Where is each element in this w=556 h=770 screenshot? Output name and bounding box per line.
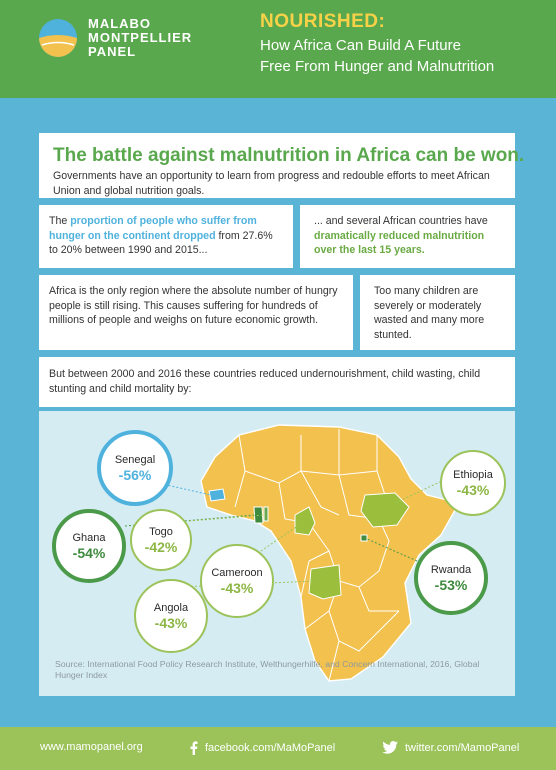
footer-bar: www.mamopanel.org facebook.com/MaMoPanel… xyxy=(0,727,556,770)
lead-text-card: But between 2000 and 2016 these countrie… xyxy=(39,357,515,407)
ghana-label: Ghana xyxy=(72,531,106,544)
fact1-pre: The xyxy=(49,215,71,227)
twitter-icon xyxy=(382,741,398,754)
fact-card-malnutrition-reduced: ... and several African countries have d… xyxy=(300,205,515,268)
fact2-pre: ... and several African countries have xyxy=(314,215,488,227)
brand-name: MALABO MONTPELLIER PANEL xyxy=(88,17,192,59)
senegal-shape xyxy=(208,488,226,502)
cameroon-shape xyxy=(294,506,316,536)
fact-card-hunger-rising: Africa is the only region where the abso… xyxy=(39,275,353,350)
footer-website-link[interactable]: www.mamopanel.org xyxy=(40,741,143,753)
header-banner: MALABO MONTPELLIER PANEL NOURISHED: How … xyxy=(0,0,556,98)
fact-card-hunger-drop: The proportion of people who suffer from… xyxy=(39,205,293,268)
rwanda-shape xyxy=(360,534,368,542)
ethiopia-label: Ethiopia xyxy=(453,468,493,481)
fact1-post: from 27.6% to 20% between 1990 and 2015.… xyxy=(49,229,273,257)
togo-shape xyxy=(263,506,269,522)
ethiopia-value: -43% xyxy=(456,481,490,498)
report-subtitle-line-1: How Africa Can Build A Future xyxy=(260,37,461,54)
footer-facebook-link[interactable]: facebook.com/MaMoPanel xyxy=(190,741,335,755)
facebook-icon xyxy=(190,741,198,755)
lead-text: But between 2000 and 2016 these countrie… xyxy=(49,368,481,395)
source-note: Source: International Food Policy Resear… xyxy=(55,659,480,680)
callout-rwanda: Rwanda -53% xyxy=(414,541,488,615)
intro-headline: The battle against malnutrition in Afric… xyxy=(53,145,525,166)
report-subtitle-line-2: Free From Hunger and Malnutrition xyxy=(260,58,495,75)
intro-card: The battle against malnutrition in Afric… xyxy=(39,133,525,198)
footer-twitter-link[interactable]: twitter.com/MamoPanel xyxy=(382,741,519,754)
facebook-link-label: facebook.com/MaMoPanel xyxy=(205,742,336,754)
senegal-value: -56% xyxy=(118,466,152,483)
rwanda-label: Rwanda xyxy=(430,563,472,576)
report-title: NOURISHED: xyxy=(260,11,386,32)
cameroon-label: Cameroon xyxy=(211,566,263,579)
malabo-montpellier-logo-icon xyxy=(39,19,77,57)
togo-label: Togo xyxy=(149,525,173,538)
ghana-value: -54% xyxy=(72,544,106,561)
ethiopia-shape xyxy=(360,492,410,528)
cameroon-value: -43% xyxy=(220,579,254,596)
africa-map-panel: Senegal -56% Ghana -54% Togo -42% Camero… xyxy=(39,411,515,696)
angola-label: Angola xyxy=(153,601,189,614)
report-title-block: NOURISHED: How Africa Can Build A Future… xyxy=(260,11,550,77)
callout-senegal: Senegal -56% xyxy=(97,430,173,506)
callout-angola: Angola -43% xyxy=(134,579,208,653)
callout-togo: Togo -42% xyxy=(130,509,192,571)
callout-ghana: Ghana -54% xyxy=(52,509,126,583)
rwanda-value: -53% xyxy=(434,576,468,593)
brand-line-2: MONTPELLIER xyxy=(88,30,193,45)
website-link-label: www.mamopanel.org xyxy=(40,741,143,753)
twitter-link-label: twitter.com/MamoPanel xyxy=(405,741,520,754)
callout-cameroon: Cameroon -43% xyxy=(200,544,274,618)
fact2-highlight: dramatically reduced malnutrition over t… xyxy=(314,229,485,257)
fact1-highlight: proportion of people who suffer from hun… xyxy=(49,215,257,242)
angola-shape xyxy=(308,564,342,600)
senegal-label: Senegal xyxy=(114,453,156,466)
callout-ethiopia: Ethiopia -43% xyxy=(440,450,506,516)
brand-line-1: MALABO xyxy=(88,16,152,31)
fact4-text: Too many children are severely or modera… xyxy=(374,285,485,341)
angola-value: -43% xyxy=(154,614,188,631)
fact3-text: Africa is the only region where the abso… xyxy=(49,285,338,326)
africa-map xyxy=(124,424,461,682)
intro-body: Governments have an opportunity to learn… xyxy=(53,170,490,197)
togo-value: -42% xyxy=(144,538,178,555)
brand-line-3: PANEL xyxy=(88,44,137,59)
fact-card-wasted-stunted: Too many children are severely or modera… xyxy=(360,275,515,350)
